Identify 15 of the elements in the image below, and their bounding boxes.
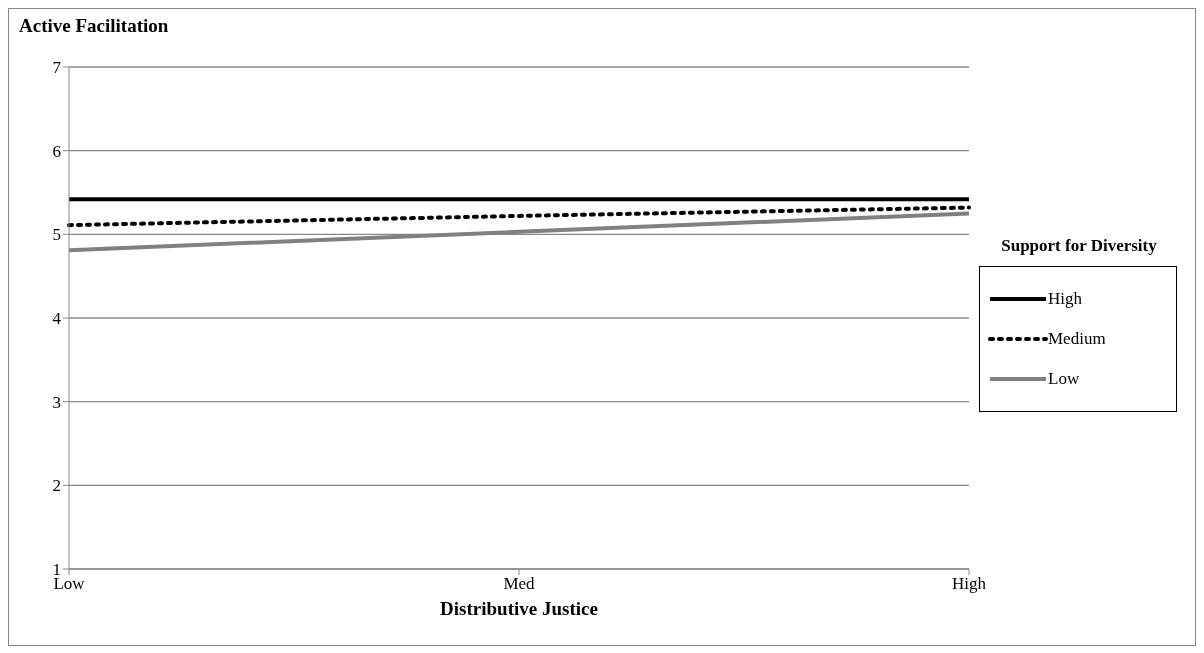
y-tick-label: 7 bbox=[52, 58, 62, 78]
x-axis-title: Distributive Justice bbox=[440, 598, 598, 619]
legend-label: High bbox=[1048, 289, 1082, 309]
legend-label: Low bbox=[1048, 369, 1080, 389]
x-tick-label: Low bbox=[53, 574, 86, 594]
legend-title: Support for Diversity bbox=[1000, 236, 1158, 256]
y-tick-label: 3 bbox=[52, 392, 61, 412]
y-tick-label: 5 bbox=[52, 225, 61, 245]
legend-label: Medium bbox=[1048, 329, 1106, 349]
x-tick-label: Med bbox=[503, 574, 536, 594]
y-tick-label: 2 bbox=[52, 476, 61, 496]
y-tick-label: 4 bbox=[52, 309, 62, 329]
x-tick-label: High bbox=[952, 574, 987, 594]
chart-title: Active Facilitation bbox=[19, 15, 169, 37]
y-tick-label: 6 bbox=[52, 141, 61, 161]
